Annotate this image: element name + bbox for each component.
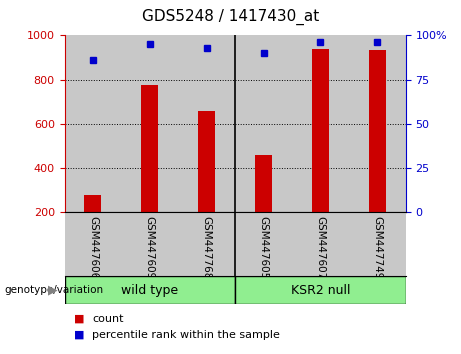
Text: ▶: ▶ bbox=[48, 284, 58, 297]
Bar bbox=[235, 276, 406, 304]
Text: GSM447607: GSM447607 bbox=[315, 216, 325, 279]
Text: wild type: wild type bbox=[121, 284, 178, 297]
Bar bbox=[369, 50, 386, 212]
Text: GSM447749: GSM447749 bbox=[372, 216, 382, 279]
Text: genotype/variation: genotype/variation bbox=[5, 285, 104, 295]
Text: GSM447609: GSM447609 bbox=[145, 216, 155, 279]
Text: ■: ■ bbox=[74, 330, 84, 339]
Text: ■: ■ bbox=[74, 314, 84, 324]
Text: GSM447605: GSM447605 bbox=[259, 216, 269, 279]
Text: percentile rank within the sample: percentile rank within the sample bbox=[92, 330, 280, 339]
Bar bbox=[84, 195, 101, 212]
Bar bbox=[198, 110, 215, 212]
Text: GSM447606: GSM447606 bbox=[88, 216, 98, 279]
Bar bbox=[65, 276, 235, 304]
Text: KSR2 null: KSR2 null bbox=[290, 284, 350, 297]
Bar bbox=[142, 85, 159, 212]
Text: GDS5248 / 1417430_at: GDS5248 / 1417430_at bbox=[142, 9, 319, 25]
Text: GSM447768: GSM447768 bbox=[201, 216, 212, 279]
Bar bbox=[255, 155, 272, 212]
Bar bbox=[312, 48, 329, 212]
Text: count: count bbox=[92, 314, 124, 324]
